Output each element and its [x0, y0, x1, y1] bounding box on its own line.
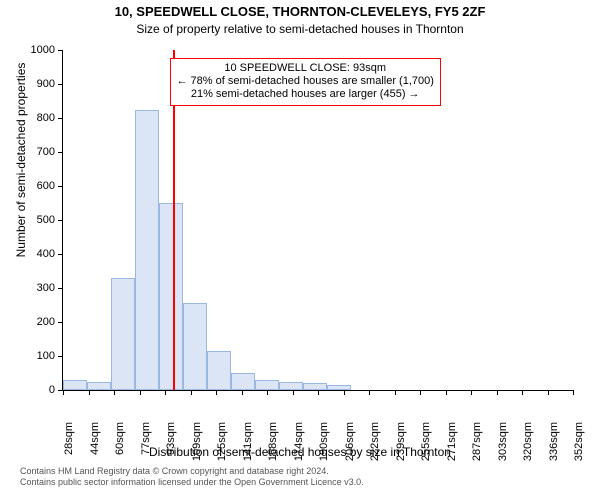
x-tick	[344, 390, 345, 395]
y-tick	[58, 322, 63, 323]
footer-line: Contains HM Land Registry data © Crown c…	[20, 466, 364, 477]
y-tick-label: 100	[23, 350, 55, 362]
bar	[255, 380, 279, 390]
x-tick	[140, 390, 141, 395]
x-tick	[522, 390, 523, 395]
y-tick-label: 500	[23, 214, 55, 226]
x-tick	[420, 390, 421, 395]
chart-container: { "chart": { "type": "histogram", "title…	[0, 0, 600, 500]
info-box: 10 SPEEDWELL CLOSE: 93sqm← 78% of semi-d…	[170, 58, 441, 106]
x-tick	[369, 390, 370, 395]
bar	[303, 383, 327, 390]
x-tick	[242, 390, 243, 395]
y-tick-label: 600	[23, 180, 55, 192]
x-tick	[89, 390, 90, 395]
x-tick	[318, 390, 319, 395]
bar	[111, 278, 135, 390]
bar	[63, 380, 87, 390]
y-tick-label: 800	[23, 112, 55, 124]
bar	[279, 382, 303, 391]
bar	[231, 373, 255, 390]
y-tick	[58, 356, 63, 357]
x-tick	[216, 390, 217, 395]
y-tick-label: 900	[23, 78, 55, 90]
y-tick	[58, 152, 63, 153]
x-tick	[293, 390, 294, 395]
y-tick	[58, 118, 63, 119]
x-tick	[548, 390, 549, 395]
bar	[183, 303, 207, 390]
y-tick-label: 300	[23, 282, 55, 294]
x-tick	[573, 390, 574, 395]
chart-title: 10, SPEEDWELL CLOSE, THORNTON-CLEVELEYS,…	[0, 4, 600, 19]
bar	[327, 385, 351, 390]
footer-line: Contains public sector information licen…	[20, 477, 364, 488]
bar	[87, 382, 111, 391]
y-tick	[58, 254, 63, 255]
x-tick	[63, 390, 64, 395]
bar	[159, 203, 183, 390]
x-tick	[267, 390, 268, 395]
y-tick	[58, 50, 63, 51]
info-box-line: 21% semi-detached houses are larger (455…	[177, 88, 434, 101]
y-tick-label: 200	[23, 316, 55, 328]
y-tick	[58, 288, 63, 289]
bar	[135, 110, 159, 391]
bar	[207, 351, 231, 390]
info-box-line: 10 SPEEDWELL CLOSE: 93sqm	[177, 62, 434, 75]
x-tick	[497, 390, 498, 395]
x-tick	[114, 390, 115, 395]
x-axis-label: Distribution of semi-detached houses by …	[0, 445, 600, 459]
x-tick	[165, 390, 166, 395]
x-tick	[446, 390, 447, 395]
plot-area: 01002003004005006007008009001000 10 SPEE…	[62, 50, 573, 391]
y-tick-label: 1000	[23, 44, 55, 56]
y-tick	[58, 220, 63, 221]
y-tick-label: 700	[23, 146, 55, 158]
x-tick	[395, 390, 396, 395]
x-tick	[471, 390, 472, 395]
y-tick-label: 400	[23, 248, 55, 260]
chart-subtitle: Size of property relative to semi-detach…	[0, 22, 600, 36]
y-tick-label: 0	[23, 384, 55, 396]
y-tick	[58, 84, 63, 85]
footer-attribution: Contains HM Land Registry data © Crown c…	[20, 466, 364, 489]
info-box-line: ← 78% of semi-detached houses are smalle…	[177, 75, 434, 88]
y-tick	[58, 186, 63, 187]
x-tick	[191, 390, 192, 395]
